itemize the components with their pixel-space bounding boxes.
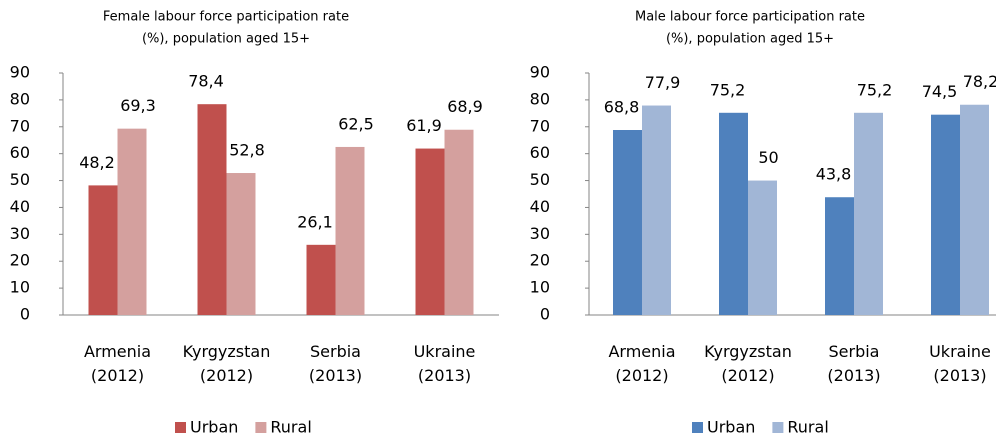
y-tick-label: 40 — [530, 197, 550, 216]
data-label: 62,5 — [338, 114, 374, 133]
bar — [825, 197, 854, 315]
x-tick-label: Ukraine (2013) — [414, 342, 476, 385]
bar — [719, 112, 748, 315]
y-tick-label: 60 — [530, 143, 550, 162]
chart-title: Female labour force participation rate — [103, 10, 349, 25]
y-tick-label: 30 — [530, 224, 550, 243]
y-tick-label: 50 — [530, 170, 550, 189]
data-label: 75,2 — [857, 80, 893, 99]
bar — [335, 146, 365, 315]
chart-title: Male labour force participation rate — [635, 10, 865, 25]
x-tick-label: Armenia (2012) — [84, 342, 151, 385]
bar — [748, 180, 777, 315]
bar — [117, 128, 147, 315]
y-tick-label: 40 — [10, 197, 30, 216]
y-tick-label: 20 — [10, 251, 30, 270]
y-tick-label: 50 — [10, 170, 30, 189]
bar — [960, 104, 989, 316]
y-tick-label: 10 — [10, 278, 30, 297]
legend-swatch — [175, 422, 186, 433]
data-label: 75,2 — [710, 80, 746, 99]
data-label: 78,4 — [188, 72, 224, 91]
y-tick-label: 90 — [10, 63, 30, 82]
chart-title: (%), population aged 15+ — [142, 32, 310, 47]
data-label: 74,5 — [922, 82, 958, 101]
chart-title: (%), population aged 15+ — [666, 32, 834, 47]
legend-swatch — [692, 422, 703, 433]
x-tick-label: Ukraine (2013) — [929, 342, 991, 385]
x-tick-label: Serbia (2013) — [309, 342, 362, 385]
y-tick-label: 0 — [20, 305, 30, 324]
data-label: 69,3 — [120, 96, 156, 115]
data-label: 78,2 — [963, 72, 996, 91]
x-tick-label: Serbia (2013) — [827, 342, 880, 385]
bar — [226, 173, 256, 315]
data-label: 26,1 — [297, 212, 333, 231]
bar — [415, 148, 445, 315]
legend-label: Rural — [270, 418, 311, 437]
x-tick-label: Armenia (2012) — [608, 342, 675, 385]
y-tick-label: 80 — [10, 89, 30, 108]
y-tick-label: 70 — [10, 116, 30, 135]
bar — [854, 112, 883, 315]
legend-swatch — [255, 422, 267, 433]
data-label: 77,9 — [645, 73, 681, 92]
bar — [931, 114, 960, 315]
y-tick-label: 90 — [530, 63, 550, 82]
bar — [306, 244, 336, 315]
bar — [88, 185, 118, 315]
data-label: 68,8 — [604, 98, 640, 117]
bar — [642, 105, 671, 315]
y-tick-label: 10 — [530, 278, 550, 297]
y-tick-label: 60 — [10, 143, 30, 162]
data-label: 52,8 — [229, 141, 265, 160]
data-label: 61,9 — [406, 116, 442, 135]
y-tick-label: 30 — [10, 224, 30, 243]
y-tick-label: 80 — [530, 89, 550, 108]
bar — [197, 104, 227, 316]
data-label: 68,9 — [447, 97, 483, 116]
legend-label: Urban — [707, 418, 755, 437]
legend-label: Rural — [787, 418, 828, 437]
bar — [444, 129, 474, 315]
y-tick-label: 0 — [540, 305, 550, 324]
data-label: 50 — [758, 148, 778, 167]
y-tick-label: 70 — [530, 116, 550, 135]
legend-swatch — [772, 422, 784, 433]
bar — [613, 130, 642, 315]
x-tick-label: Kyrgyzstan (2012) — [704, 342, 792, 385]
x-tick-label: Kyrgyzstan (2012) — [183, 342, 271, 385]
legend-label: Urban — [190, 418, 238, 437]
data-label: 48,2 — [79, 153, 115, 172]
y-tick-label: 20 — [530, 251, 550, 270]
data-label: 43,8 — [816, 165, 852, 184]
